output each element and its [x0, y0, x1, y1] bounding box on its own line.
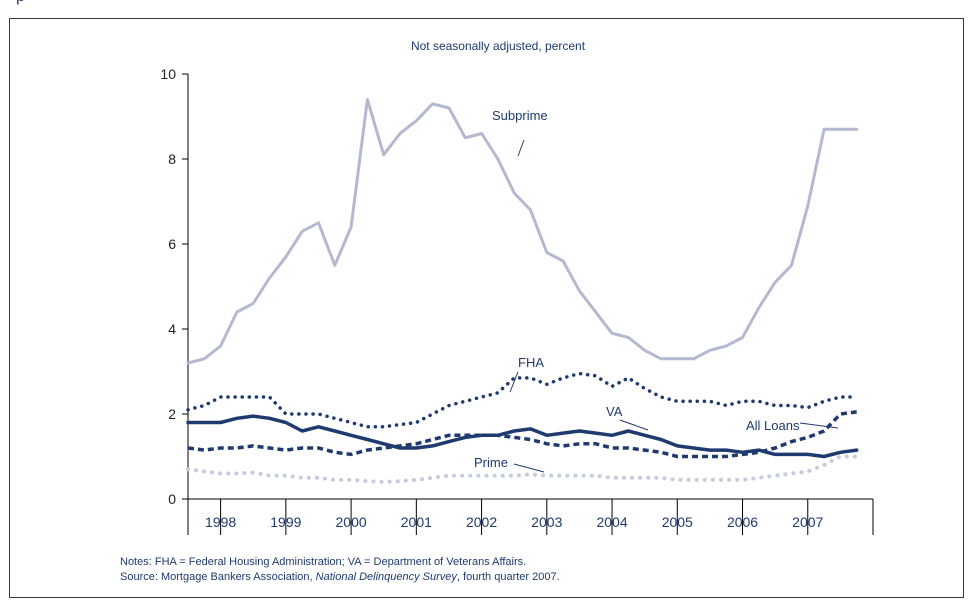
all-loans-leader [799, 422, 839, 429]
prime-label: Prime [474, 455, 508, 470]
y-tick-label: 10 [160, 66, 176, 82]
header-fragment: p [0, 0, 971, 18]
fha-label: FHA [518, 355, 544, 370]
all-loans-line [187, 410, 857, 459]
y-tick-label: 8 [168, 151, 176, 167]
fha-leader [509, 371, 519, 393]
y-tick-label: 0 [168, 491, 176, 507]
va-label: VA [606, 404, 623, 419]
y-tick-label: 2 [168, 406, 176, 422]
header-fragment-text: p [16, 0, 25, 6]
series-layer [186, 98, 859, 484]
x-tick-label: 2005 [662, 514, 693, 530]
subprime-label: Subprime [492, 108, 548, 123]
x-tick-label: 2004 [596, 514, 627, 530]
prime-leader [513, 463, 545, 473]
subprime-line [186, 98, 859, 365]
prime-line [186, 454, 859, 484]
x-tick-label: 2000 [336, 514, 367, 530]
subprime-leader [517, 139, 525, 157]
source-prefix: Source: Mortgage Bankers Association, [120, 571, 316, 583]
source-suffix: , fourth quarter 2007. [456, 571, 560, 583]
all-loans-label: All Loans [746, 418, 800, 433]
source-title: National Delinquency Survey [315, 571, 457, 583]
x-tick-label: 2001 [401, 514, 432, 530]
x-tick-label: 2003 [531, 514, 562, 530]
y-tick-label: 4 [168, 321, 176, 337]
x-tick-label: 2007 [792, 514, 823, 530]
chart-frame [9, 18, 964, 598]
x-tick-label: 2002 [466, 514, 497, 530]
x-tick-label: 1999 [270, 514, 301, 530]
x-tick-label: 2006 [727, 514, 758, 530]
va-line [186, 414, 859, 459]
series-labels: Subprime FHA VA All Loans Prime [474, 108, 839, 473]
chart-subtitle: Not seasonally adjusted, percent [411, 39, 586, 53]
x-tick-label: 1998 [205, 514, 236, 530]
notes-line-1: Notes: FHA = Federal Housing Administrat… [120, 556, 527, 568]
fha-line [186, 371, 859, 429]
axes: 0 2 4 6 8 10 1998 1999 2000 2001 2002 2003 2004 2005 2… [160, 66, 874, 535]
y-tick-label: 6 [168, 236, 176, 252]
notes-line-2: Source: Mortgage Bankers Association, Na… [120, 571, 560, 583]
va-leader [619, 419, 649, 431]
